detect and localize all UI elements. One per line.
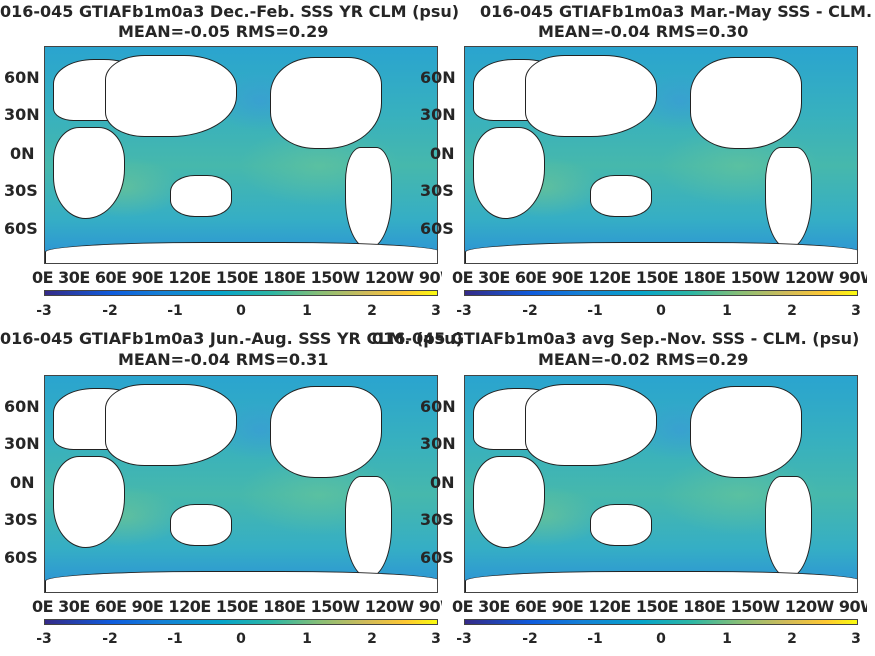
colorbar: [464, 619, 858, 625]
lat-label: 60N: [4, 68, 40, 87]
land-africa: [473, 127, 545, 219]
colorbar-tick: 3: [431, 631, 441, 647]
lat-label: 60S: [420, 219, 454, 238]
lon-labels: 0E 30E 60E 90E 120E 150E 180E 150W 120W …: [32, 598, 442, 616]
land-asia: [105, 384, 237, 466]
colorbar-tick: -3: [456, 303, 472, 319]
land-antarctica: [45, 242, 437, 263]
colorbar-tick: 3: [431, 303, 441, 319]
colorbar-tick: -2: [522, 631, 538, 647]
colorbar-tick: 2: [787, 303, 797, 319]
colorbar: [44, 290, 438, 296]
land-australia: [170, 504, 232, 546]
colorbar-tick: 2: [787, 631, 797, 647]
land-antarctica: [465, 571, 857, 592]
land-antarctica: [45, 571, 437, 592]
lat-label: 0N: [430, 473, 455, 492]
colorbar-tick: -1: [167, 303, 183, 319]
panel-4-title: 016-045 GTIAFb1m0a3 avg Sep.-Nov. SSS - …: [372, 330, 860, 348]
colorbar-tick: -3: [36, 631, 52, 647]
colorbar-tick: -2: [102, 303, 118, 319]
colorbar-tick: 0: [236, 631, 246, 647]
colorbar-tick: -1: [587, 631, 603, 647]
land-north-america: [690, 57, 802, 149]
lon-labels: 0E 30E 60E 90E 120E 150E 180E 150W 120W …: [452, 598, 867, 616]
colorbar-tick: -2: [102, 631, 118, 647]
land-australia: [590, 504, 652, 546]
lat-label: 0N: [10, 473, 35, 492]
colorbar-tick: 1: [722, 631, 732, 647]
land-asia: [525, 55, 657, 137]
colorbar-tick: 1: [302, 631, 312, 647]
panel-2-stats: MEAN=-0.04 RMS=0.30: [538, 22, 749, 41]
lat-label: 60S: [420, 548, 454, 567]
colorbar-tick: -3: [456, 631, 472, 647]
lat-label: 60N: [420, 68, 456, 87]
panel-1-title: 016-045 GTIAFb1m0a3 Dec.-Feb. SSS YR CLM…: [0, 2, 460, 21]
land-asia: [105, 55, 237, 137]
colorbar-tick: -2: [522, 303, 538, 319]
colorbar-tick: 2: [367, 631, 377, 647]
lat-label: 30S: [4, 181, 38, 200]
land-africa: [53, 456, 125, 548]
lon-labels: 0E 30E 60E 90E 120E 150E 180E 150W 120W …: [32, 269, 442, 287]
panel-1-stats: MEAN=-0.05 RMS=0.29: [118, 22, 329, 41]
lat-label: 60N: [420, 397, 456, 416]
lat-label: 30N: [4, 105, 40, 124]
lat-label: 60S: [4, 219, 38, 238]
lat-label: 0N: [430, 144, 455, 163]
panel-3-map: [44, 375, 438, 593]
lon-labels: 0E 30E 60E 90E 120E 150E 180E 150W 120W …: [452, 269, 867, 287]
land-south-america: [765, 476, 812, 578]
land-antarctica: [465, 242, 857, 263]
lat-label: 30N: [420, 105, 456, 124]
lat-label: 30N: [4, 434, 40, 453]
land-north-america: [270, 57, 382, 149]
colorbar-tick: 1: [302, 303, 312, 319]
land-north-america: [270, 386, 382, 478]
colorbar-tick: -1: [167, 631, 183, 647]
colorbar: [464, 290, 858, 296]
lat-label: 0N: [10, 144, 35, 163]
land-asia: [525, 384, 657, 466]
land-north-america: [690, 386, 802, 478]
colorbar-tick: 0: [236, 303, 246, 319]
colorbar-tick: 2: [367, 303, 377, 319]
colorbar-tick: -3: [36, 303, 52, 319]
panel-4-map: [464, 375, 858, 593]
lat-label: 30S: [420, 510, 454, 529]
colorbar-tick: -1: [587, 303, 603, 319]
lat-label: 30S: [420, 181, 454, 200]
land-africa: [53, 127, 125, 219]
panel-1-map: [44, 46, 438, 264]
land-south-america: [765, 147, 812, 249]
panel-2-map: [464, 46, 858, 264]
land-south-america: [345, 476, 392, 578]
land-australia: [590, 175, 652, 217]
colorbar-tick: 3: [851, 303, 861, 319]
lat-label: 60S: [4, 548, 38, 567]
land-africa: [473, 456, 545, 548]
panel-2-title: 016-045 GTIAFb1m0a3 Mar.-May SSS - CLM. …: [480, 3, 875, 21]
land-australia: [170, 175, 232, 217]
colorbar-tick: 3: [851, 631, 861, 647]
colorbar-tick: 0: [656, 303, 666, 319]
lat-label: 30N: [420, 434, 456, 453]
colorbar-tick: 0: [656, 631, 666, 647]
lat-label: 30S: [4, 510, 38, 529]
colorbar: [44, 619, 438, 625]
panel-3-stats: MEAN=-0.04 RMS=0.31: [118, 350, 329, 369]
colorbar-tick: 1: [722, 303, 732, 319]
panel-3-title: 016-045 GTIAFb1m0a3 Jun.-Aug. SSS YR CLM…: [0, 329, 463, 348]
panel-4-stats: MEAN=-0.02 RMS=0.29: [538, 350, 749, 369]
land-south-america: [345, 147, 392, 249]
lat-label: 60N: [4, 397, 40, 416]
